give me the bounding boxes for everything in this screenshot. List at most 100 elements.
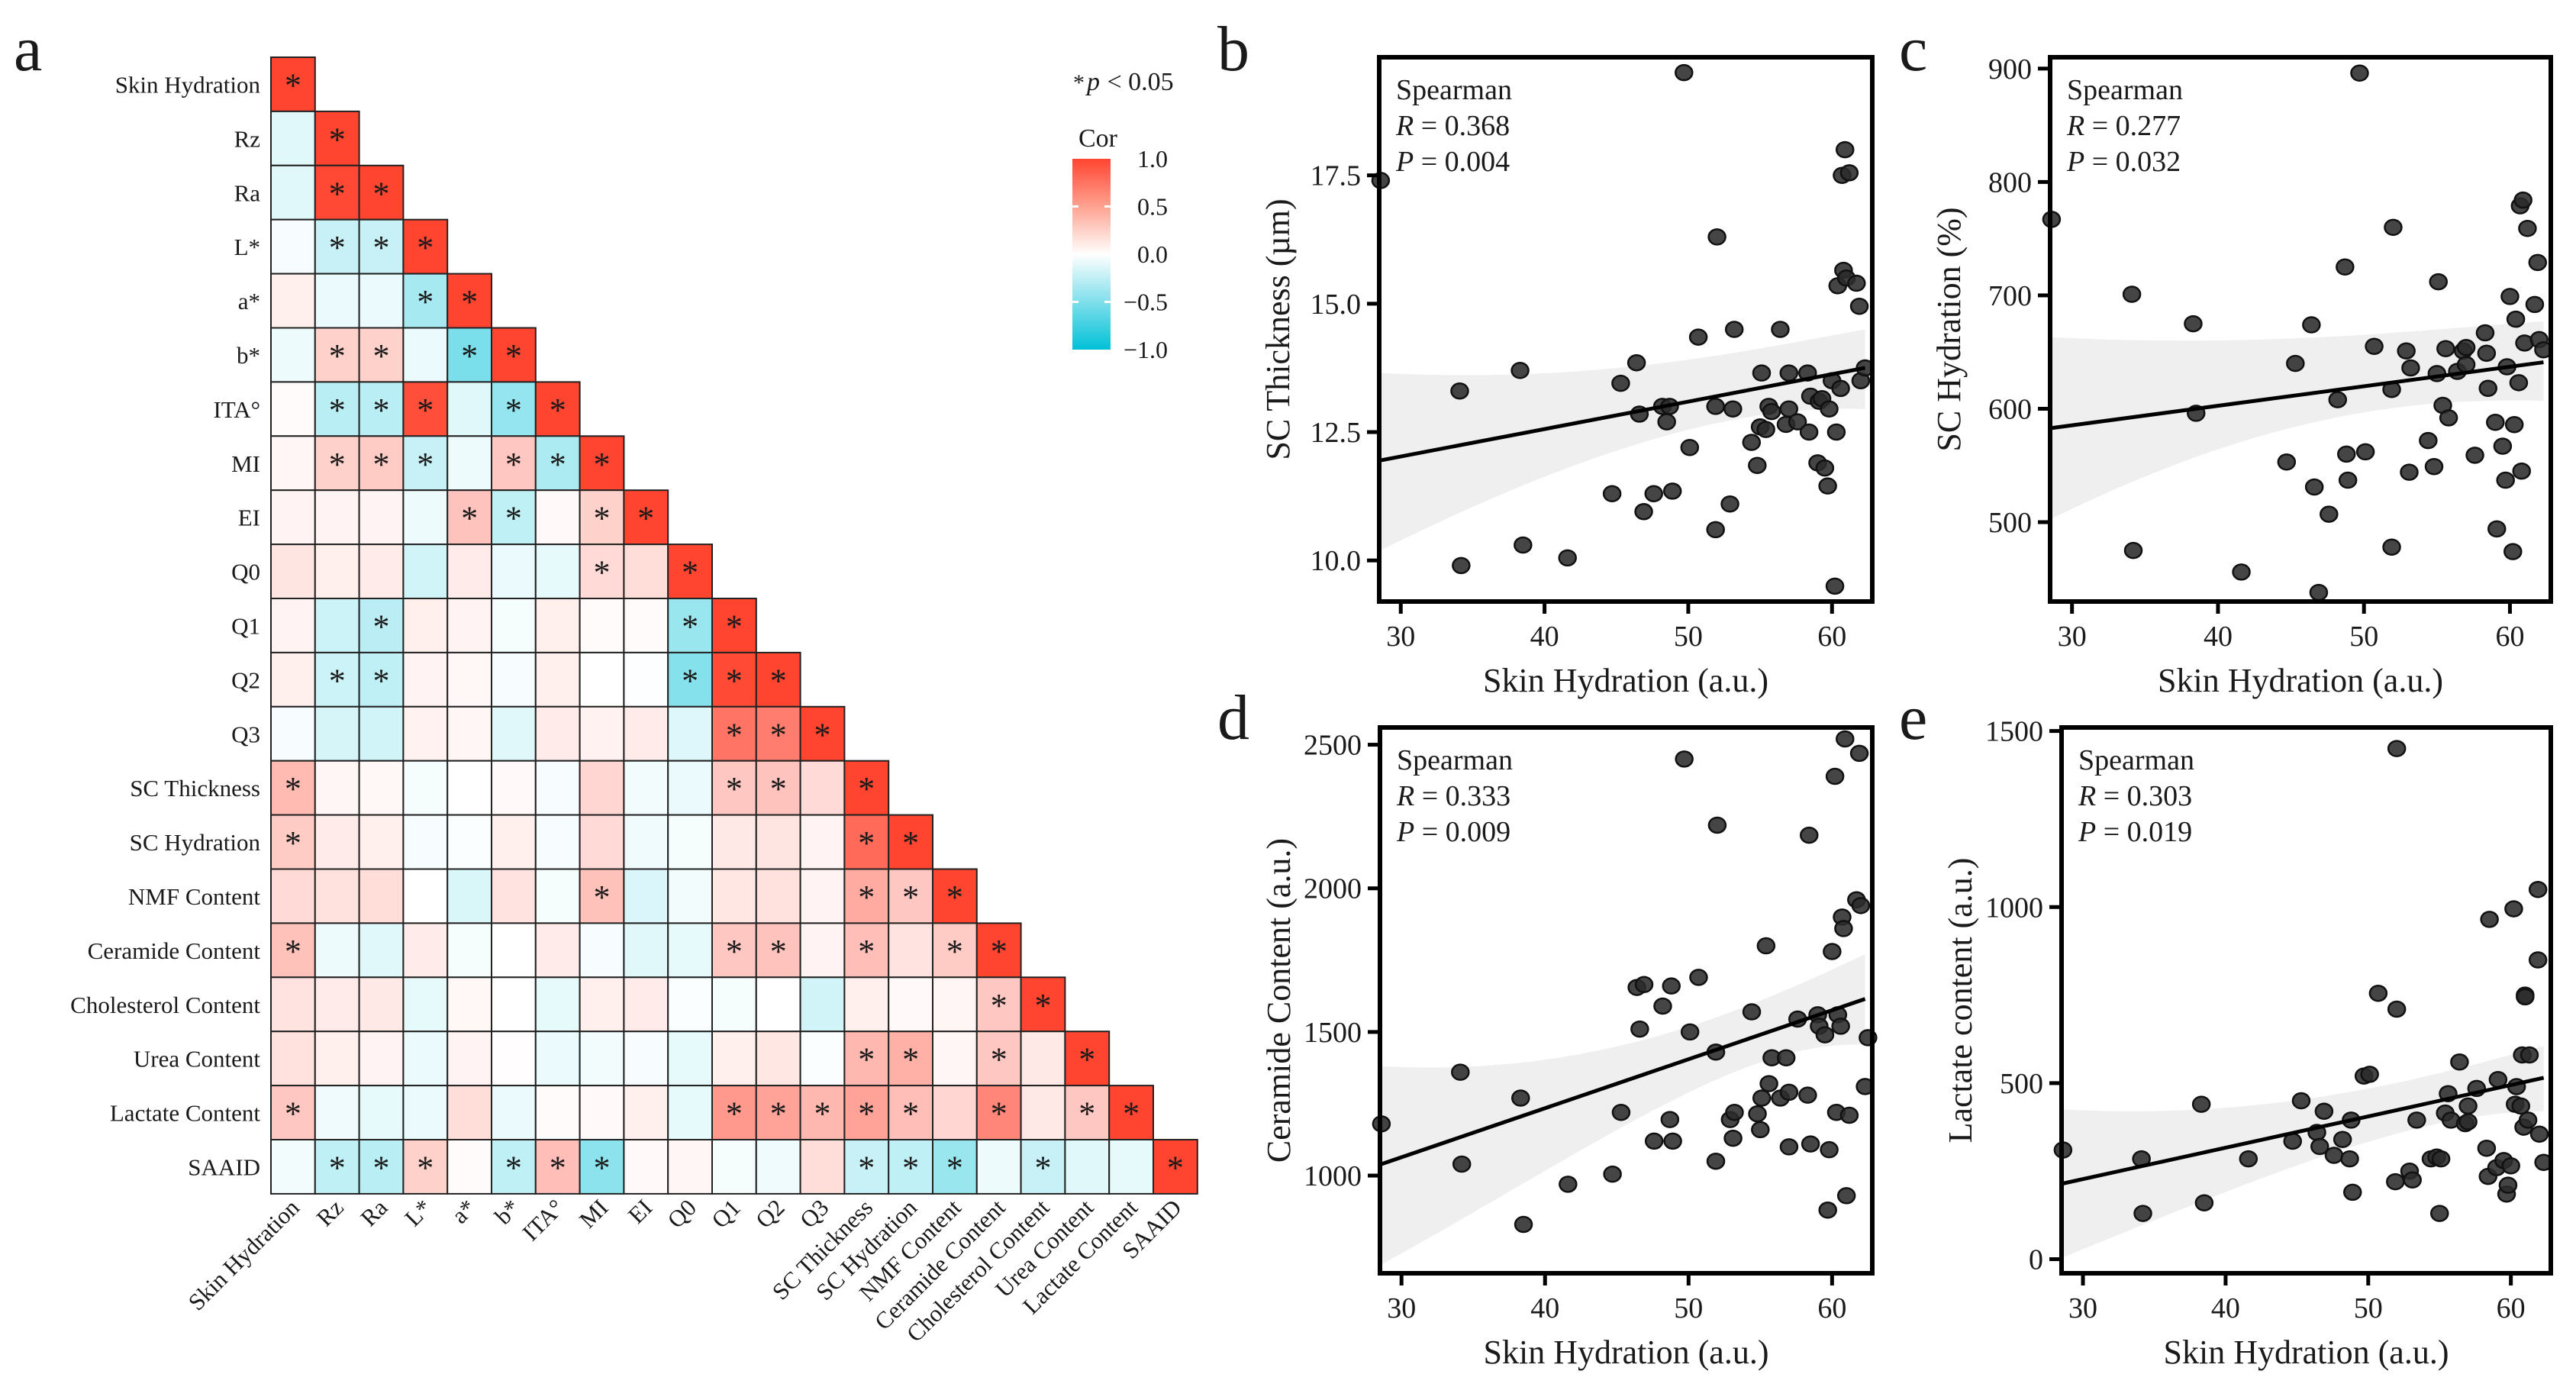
heatmap-cell	[447, 544, 493, 599]
heatmap-cell	[314, 1031, 360, 1087]
y-axis-label: SC Hydration (%)	[1930, 207, 1968, 451]
heatmap-cell	[314, 598, 360, 653]
data-point	[2501, 1157, 2520, 1175]
significance-marker: *	[858, 1095, 875, 1133]
data-point	[1657, 413, 1676, 431]
heatmap-cell	[1020, 1085, 1066, 1140]
data-point	[2498, 1176, 2518, 1194]
data-point	[1559, 1176, 1578, 1193]
data-point	[2365, 337, 2384, 356]
significance-marker: *	[991, 1095, 1008, 1133]
data-point	[1825, 577, 1845, 595]
heatmap-row-label: SAAID	[188, 1153, 260, 1180]
data-point	[2424, 457, 2444, 476]
data-point	[1779, 400, 1799, 418]
significance-marker: *	[417, 229, 434, 266]
data-point	[1662, 482, 1682, 500]
heatmap-cell	[314, 705, 360, 762]
data-point	[1751, 1121, 1770, 1139]
heatmap-cell	[799, 760, 846, 816]
data-point	[2387, 740, 2407, 757]
significance-marker: *	[417, 446, 434, 483]
heatmap-cell	[667, 1139, 714, 1195]
data-point	[2439, 409, 2458, 427]
scatter-panel-b: 30 40 50 60 10.0 12.5 15.0 17.5 Skin Hydration (…	[1259, 55, 1875, 699]
heatmap-cell	[623, 598, 669, 653]
significance-marker: *	[505, 1149, 522, 1186]
heatmap-cell	[1020, 1031, 1066, 1087]
data-point	[2191, 1095, 2211, 1113]
heatmap-cell	[711, 868, 757, 924]
data-point	[1748, 456, 1767, 474]
heatmap-row-label: NMF Content	[128, 883, 260, 910]
significance-marker: *	[858, 933, 875, 970]
heatmap-cell	[314, 544, 360, 599]
heatmap-cell	[491, 868, 537, 924]
x-tick-label: 50	[1674, 1292, 1703, 1324]
heatmap-cell	[843, 760, 890, 816]
colorbar-tick-label: 1.0	[1137, 145, 1168, 173]
heatmap-cell	[402, 1085, 449, 1140]
significance-marker: *	[329, 1149, 346, 1186]
heatmap-col-label: Rz	[311, 1194, 349, 1231]
heatmap-cell	[667, 544, 714, 599]
heatmap-cell	[358, 760, 405, 816]
data-point	[1602, 485, 1622, 502]
heatmap-cell	[1108, 1139, 1154, 1195]
heatmap-cell	[534, 381, 581, 437]
significance-marker: *	[858, 1149, 875, 1186]
y-axis-label: Ceramide Content (a.u.)	[1260, 838, 1298, 1163]
data-point	[1611, 1104, 1631, 1121]
heatmap-cell	[843, 976, 890, 1033]
scatter-panel-e: 30 40 50 60 0 500 1000 1500 Skin Hydration (a.u.…	[1942, 716, 2553, 1371]
significance-marker: *	[1078, 1041, 1095, 1079]
stats-r: R = 0.277	[2066, 110, 2181, 142]
heatmap-cell	[667, 976, 714, 1033]
colorbar-tick-label: 0.5	[1137, 193, 1168, 221]
data-point	[1706, 398, 1725, 415]
stats-r: R = 0.368	[1395, 110, 1510, 142]
data-point	[2336, 258, 2355, 276]
heatmap-cell	[402, 435, 449, 492]
x-tick-label: 40	[2204, 621, 2233, 653]
significance-marker: *	[1123, 1095, 1140, 1133]
data-point	[2184, 314, 2203, 333]
significance-marker: *	[902, 879, 919, 916]
significance-marker: *	[1035, 987, 1052, 1024]
x-tick-label: 60	[1817, 621, 1846, 653]
data-point	[1820, 400, 1839, 418]
heatmap-cell	[579, 489, 625, 546]
significance-marker: *	[329, 175, 346, 212]
heatmap-cell	[623, 814, 669, 870]
heatmap-cell	[491, 705, 537, 762]
data-point	[2419, 431, 2438, 450]
heatmap-cell	[358, 922, 405, 979]
data-point	[2355, 443, 2375, 461]
x-tick-label: 60	[1817, 1292, 1846, 1324]
data-point	[1558, 549, 1577, 567]
heatmap-cell	[314, 1085, 360, 1140]
data-point	[1788, 413, 1807, 431]
data-point	[1510, 362, 1530, 379]
confidence-band	[2051, 321, 2544, 519]
heatmap-cell	[447, 922, 493, 979]
heatmap-cell	[402, 598, 449, 653]
data-point	[1511, 1089, 1530, 1107]
significance-marker: *	[594, 1149, 611, 1186]
heatmap-cell	[402, 327, 449, 383]
heatmap-cell	[270, 1031, 316, 1087]
data-point	[2314, 1102, 2334, 1121]
heatmap-cell	[711, 1031, 757, 1087]
data-point	[2133, 1205, 2152, 1222]
stats-r: R = 0.333	[1396, 780, 1510, 812]
significance-marker: *	[682, 608, 698, 645]
significance-marker: *	[329, 337, 346, 375]
data-point	[2506, 310, 2526, 328]
heatmap-cell	[314, 868, 360, 924]
heatmap-cell	[314, 273, 360, 329]
significance-marker: *	[814, 1095, 831, 1133]
significance-marker: *	[770, 716, 787, 753]
heatmap-row-label: Skin Hydration	[115, 71, 261, 98]
data-point	[1660, 1111, 1680, 1128]
significance-marker: *	[770, 662, 787, 699]
